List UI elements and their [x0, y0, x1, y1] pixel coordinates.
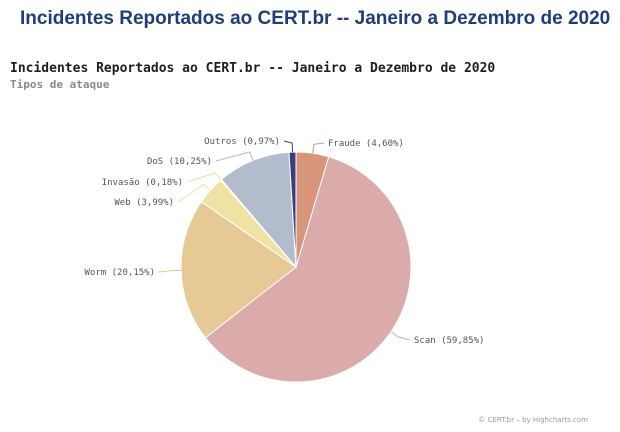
connector-outros — [283, 140, 293, 153]
slice-label-worm: Worm (20,15%) — [85, 268, 155, 278]
pie-slices — [180, 151, 412, 383]
pie-slice-dos[interactable] — [220, 151, 297, 269]
page-title: Incidentes Reportados ao CERT.br -- Jane… — [20, 8, 611, 29]
label-connectors — [158, 140, 411, 341]
slice-label-fraude: Fraude (4,60%) — [328, 139, 404, 149]
slice-label-dos: DoS (10,25%) — [147, 157, 212, 167]
pie-slice-scan[interactable] — [204, 156, 412, 383]
connector-scan — [390, 331, 411, 341]
slice-label-web: Web (3,99%) — [114, 198, 174, 208]
connector-worm — [158, 269, 182, 273]
connector-dos — [215, 151, 254, 162]
connector-web — [177, 183, 211, 203]
slice-label-outros: Outros (0,97%) — [204, 137, 280, 147]
chart-title: Incidentes Reportados ao CERT.br -- Jane… — [10, 61, 496, 76]
slice-labels: Fraude (4,60%) Scan (59,85%) Worm (20,15%)… — [85, 137, 485, 346]
connector-fraude — [312, 142, 325, 154]
chart-credits[interactable]: © CERT.br – by Highcharts.com — [478, 416, 588, 424]
connector-invasao — [186, 172, 222, 183]
slice-label-invasao: Invasão (0,18%) — [102, 178, 183, 188]
slice-label-scan: Scan (59,85%) — [414, 336, 484, 346]
chart-subtitle: Tipos de ataque — [10, 78, 110, 91]
pie-slice-worm[interactable] — [180, 201, 297, 339]
